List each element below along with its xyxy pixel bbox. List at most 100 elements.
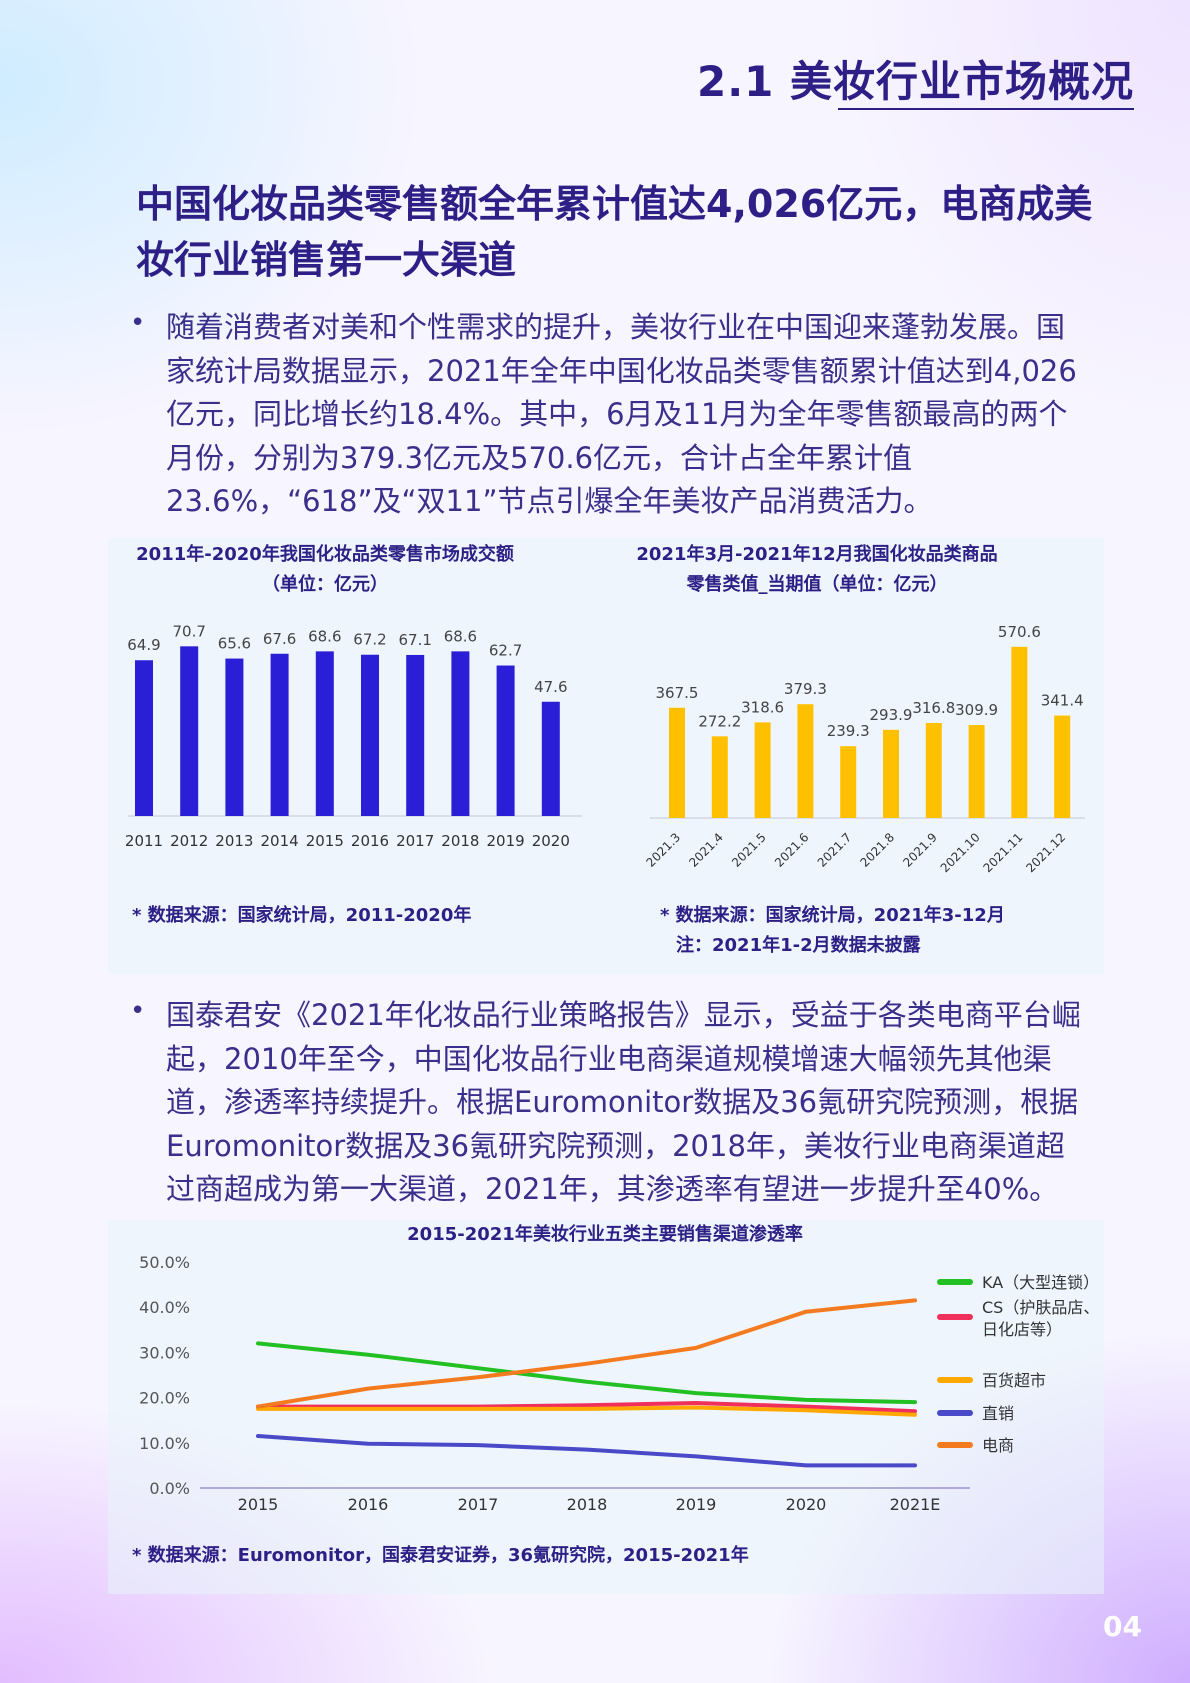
chart1-x-tick-label: 2012 bbox=[170, 832, 208, 850]
chart3-y-tick-label: 50.0% bbox=[139, 1253, 190, 1272]
chart3-y-tick-label: 0.0% bbox=[149, 1479, 190, 1498]
chart3-series-line bbox=[256, 1341, 917, 1405]
section-title-underline bbox=[838, 108, 1134, 110]
chart2-data-label: 341.4 bbox=[1041, 692, 1084, 710]
chart2-bar bbox=[754, 722, 771, 818]
chart1-data-label: 67.1 bbox=[398, 631, 431, 649]
chart2-bar bbox=[925, 722, 942, 818]
chart1-data-label: 65.6 bbox=[218, 635, 251, 653]
chart1-x-tick-label: 2013 bbox=[215, 832, 253, 850]
chart1-x-tick-label: 2018 bbox=[441, 832, 479, 850]
chart1-source: * 数据来源：国家统计局，2011-2020年 bbox=[132, 905, 472, 926]
chart1-x-tick-label: 2016 bbox=[351, 832, 389, 850]
chart2-data-label: 367.5 bbox=[656, 684, 699, 702]
chart2-bar-chart: 367.5 2021.3 272.2 2021.4 318.6 2021.5 379.3 20… bbox=[644, 623, 1085, 875]
chart2-x-tick-label: 2021.3 bbox=[644, 830, 684, 870]
chart2-x-tick-label: 2021.9 bbox=[900, 830, 940, 870]
chart3-legend-label: 日化店等） bbox=[982, 1320, 1062, 1339]
chart3-y-tick-label: 20.0% bbox=[139, 1389, 190, 1408]
chart1-title: 2011年-2020年我国化妆品类零售市场成交额 （单位：亿元） bbox=[110, 540, 540, 600]
paragraph-1: 随着消费者对美和个性需求的提升，美妆行业在中国迎来蓬勃发展。国家统计局数据显示，… bbox=[166, 310, 1077, 518]
chart2-bar bbox=[669, 707, 685, 818]
bullet-marker: • bbox=[130, 308, 146, 338]
chart1-bar bbox=[496, 665, 515, 816]
chart1-data-label: 70.7 bbox=[172, 622, 205, 640]
chart3-x-tick-label: 2017 bbox=[458, 1495, 499, 1514]
chart3-x-tick-label: 2019 bbox=[676, 1495, 717, 1514]
chart2-bar bbox=[883, 729, 899, 818]
chart1-x-tick-label: 2014 bbox=[261, 832, 299, 850]
chart2-x-tick-label: 2021.6 bbox=[772, 830, 812, 870]
chart1-bar bbox=[451, 651, 470, 816]
chart3-x-tick-label: 2021E bbox=[890, 1495, 941, 1514]
chart2-x-tick-label: 2021.8 bbox=[858, 830, 898, 870]
chart1-x-tick-label: 2017 bbox=[396, 832, 434, 850]
chart2-data-label: 316.8 bbox=[912, 699, 955, 717]
chart2-x-tick-label: 2021.11 bbox=[981, 830, 1026, 875]
chart1-data-label: 68.6 bbox=[444, 627, 477, 645]
chart2-source: * 数据来源：国家统计局，2021年3-12月 bbox=[660, 905, 1005, 926]
chart3-legend-label: 直销 bbox=[982, 1404, 1014, 1423]
chart3-legend-label: 电商 bbox=[982, 1436, 1014, 1455]
chart2-title-line1: 2021年3月-2021年12月我国化妆品类商品 bbox=[636, 544, 998, 565]
chart2-x-tick-label: 2021.10 bbox=[938, 830, 983, 875]
chart3-x-tick-label: 2020 bbox=[786, 1495, 827, 1514]
chart2-bar bbox=[711, 736, 728, 818]
chart1-x-tick-label: 2011 bbox=[125, 832, 163, 850]
section-title: 2.1 美妆行业市场概况 bbox=[696, 57, 1134, 106]
chart1-bar bbox=[315, 651, 334, 816]
chart1-data-label: 47.6 bbox=[534, 678, 567, 696]
chart3-series-line bbox=[256, 1434, 917, 1468]
chart1-data-label: 67.2 bbox=[353, 631, 386, 649]
chart2-data-label: 379.3 bbox=[784, 680, 827, 698]
chart1-bar bbox=[361, 654, 379, 816]
chart2-data-label: 272.2 bbox=[698, 712, 741, 730]
chart2-data-label: 309.9 bbox=[955, 701, 998, 719]
chart1-title-line1: 2011年-2020年我国化妆品类零售市场成交额 bbox=[136, 544, 514, 565]
chart1-data-label: 67.6 bbox=[263, 630, 296, 648]
chart3-legend-label: KA（大型连锁） bbox=[982, 1273, 1099, 1292]
chart3-y-tick-label: 40.0% bbox=[139, 1298, 190, 1317]
chart1-title-line2: （单位：亿元） bbox=[262, 574, 388, 595]
chart2-data-label: 570.6 bbox=[998, 623, 1041, 641]
chart3-x-tick-label: 2015 bbox=[238, 1495, 279, 1514]
chart2-x-tick-label: 2021.12 bbox=[1023, 830, 1068, 875]
chart1-bar bbox=[180, 646, 199, 816]
chart3-legend-label: 百货超市 bbox=[982, 1371, 1046, 1390]
chart3-legend-label: CS（护肤品店、 bbox=[982, 1298, 1099, 1317]
chart1-x-tick-label: 2019 bbox=[487, 832, 525, 850]
chart2-x-tick-label: 2021.5 bbox=[729, 830, 769, 870]
chart2-bar bbox=[1011, 646, 1028, 818]
chart2-bar bbox=[840, 746, 857, 818]
chart3-y-tick-label: 30.0% bbox=[139, 1343, 190, 1362]
chart2-x-tick-label: 2021.7 bbox=[815, 830, 855, 870]
chart3-series-line bbox=[256, 1405, 917, 1417]
chart1-data-label: 62.7 bbox=[489, 642, 522, 660]
chart3-x-tick-label: 2016 bbox=[348, 1495, 389, 1514]
chart3-series-line bbox=[256, 1401, 917, 1414]
chart2-note: 注：2021年1-2月数据未披露 bbox=[676, 935, 921, 956]
chart2-data-label: 239.3 bbox=[827, 722, 870, 740]
chart1-data-label: 68.6 bbox=[308, 627, 341, 645]
bullet-marker: • bbox=[130, 996, 146, 1026]
chart3-y-tick-label: 10.0% bbox=[139, 1434, 190, 1453]
chart1-bar-chart: 64.9 2011 70.7 2012 65.6 2013 67.6 2014 68.6 2015… bbox=[125, 622, 582, 850]
chart3-x-tick-label: 2018 bbox=[567, 1495, 608, 1514]
chart3-title: 2015-2021年美妆行业五类主要销售渠道渗透率 bbox=[407, 1224, 803, 1245]
chart1-bar bbox=[225, 658, 244, 816]
page-number: 04 bbox=[1103, 1610, 1142, 1643]
chart2-x-tick-label: 2021.4 bbox=[686, 830, 726, 870]
headline: 中国化妆品类零售额全年累计值达4,026亿元，电商成美妆行业销售第一大渠道 bbox=[136, 182, 1093, 282]
chart2-bar bbox=[968, 725, 985, 818]
chart2-bar bbox=[1054, 715, 1071, 818]
chart3-series-line bbox=[256, 1298, 917, 1409]
chart2-bar bbox=[797, 704, 814, 818]
chart2-data-label: 318.6 bbox=[741, 698, 784, 716]
chart1-x-tick-label: 2015 bbox=[306, 832, 344, 850]
chart2-title: 2021年3月-2021年12月我国化妆品类商品 零售类值_当期值（单位：亿元） bbox=[612, 540, 1022, 600]
chart1-bar bbox=[270, 653, 289, 816]
paragraph-2: 国泰君安《2021年化妆品行业策略报告》显示，受益于各类电商平台崛起，2010年… bbox=[166, 998, 1081, 1206]
chart1-bar bbox=[135, 660, 153, 816]
chart1-data-label: 64.9 bbox=[127, 636, 160, 654]
chart1-x-tick-label: 2020 bbox=[532, 832, 570, 850]
